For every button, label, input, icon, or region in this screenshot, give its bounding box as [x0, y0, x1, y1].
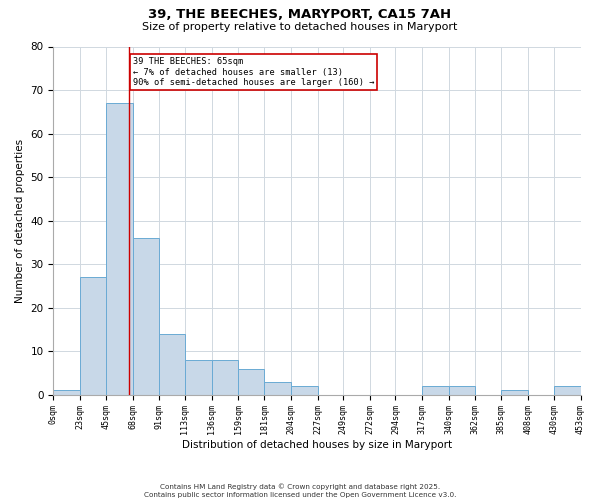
Bar	[159, 334, 185, 394]
Bar	[422, 386, 449, 394]
Bar	[554, 386, 581, 394]
Bar	[212, 360, 238, 394]
Bar	[502, 390, 528, 394]
Bar	[264, 382, 291, 394]
Text: 39, THE BEECHES, MARYPORT, CA15 7AH: 39, THE BEECHES, MARYPORT, CA15 7AH	[148, 8, 452, 20]
Text: Contains HM Land Registry data © Crown copyright and database right 2025.
Contai: Contains HM Land Registry data © Crown c…	[144, 484, 456, 498]
X-axis label: Distribution of detached houses by size in Maryport: Distribution of detached houses by size …	[182, 440, 452, 450]
Bar	[133, 238, 159, 394]
Bar	[106, 103, 133, 395]
Bar	[185, 360, 212, 394]
Bar	[80, 277, 106, 394]
Bar	[291, 386, 317, 394]
Bar	[449, 386, 475, 394]
Text: Size of property relative to detached houses in Maryport: Size of property relative to detached ho…	[142, 22, 458, 32]
Y-axis label: Number of detached properties: Number of detached properties	[15, 138, 25, 302]
Text: 39 THE BEECHES: 65sqm
← 7% of detached houses are smaller (13)
90% of semi-detac: 39 THE BEECHES: 65sqm ← 7% of detached h…	[133, 58, 374, 87]
Bar	[238, 368, 264, 394]
Bar	[53, 390, 80, 394]
